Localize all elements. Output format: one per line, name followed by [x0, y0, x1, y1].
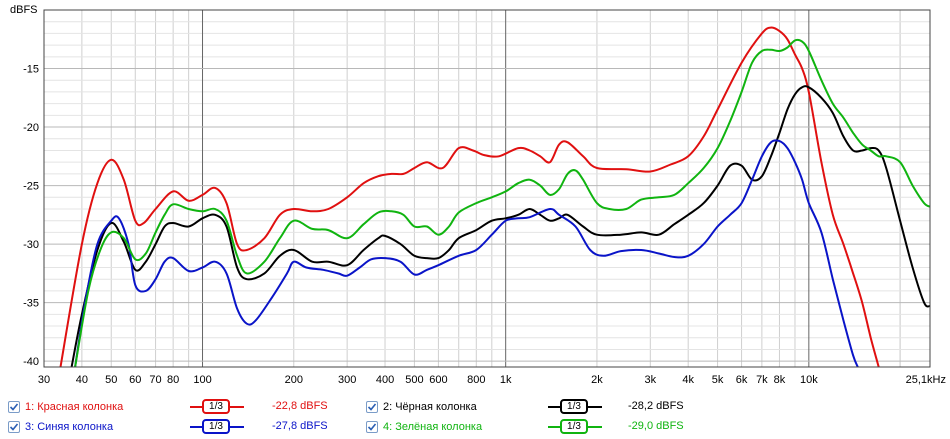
x-tick-label: 800	[467, 374, 485, 386]
x-tick-label: 30	[38, 374, 50, 386]
series-name: 2: Чёрная колонка	[383, 401, 477, 413]
grid-minor	[43, 10, 930, 367]
series-name: 3: Синяя колонка	[25, 421, 114, 433]
smoothing-control-red[interactable]: 1/3	[190, 397, 244, 417]
smoothing-control-green[interactable]: 1/3	[548, 417, 602, 437]
series-level: -29,0 dBFS	[628, 420, 684, 432]
series-level: -22,8 dBFS	[272, 400, 328, 412]
checkbox-checked-icon[interactable]	[8, 421, 20, 433]
x-tick-label: 500	[405, 374, 423, 386]
y-tick-labels: -15 -20 -25 -30 -35 -40	[23, 64, 39, 369]
y-tick-label: -30	[23, 239, 39, 251]
smoothing-label: 1/3	[560, 419, 588, 434]
legend-item-red[interactable]: 1: Красная колонка	[8, 397, 123, 417]
x-tick-label: 50	[105, 374, 117, 386]
series-line-4	[74, 38, 930, 367]
x-tick-label: 100	[193, 374, 211, 386]
plot-frame	[43, 9, 931, 368]
checkbox-checked-icon[interactable]	[8, 401, 20, 413]
x-tick-label: 200	[285, 374, 303, 386]
smoothing-label: 1/3	[202, 399, 230, 414]
series-name: 1: Красная колонка	[25, 401, 124, 413]
y-tick-label: -35	[23, 298, 39, 310]
x-tick-label: 25,1kHz	[906, 374, 946, 386]
x-tick-label: 3k	[645, 374, 657, 386]
y-tick-label: -25	[23, 181, 39, 193]
series-level: -28,2 dBFS	[628, 400, 684, 412]
grid-major	[44, 10, 930, 367]
x-tick-label: 600	[429, 374, 447, 386]
y-tick-label: -40	[23, 356, 39, 368]
x-tick-label: 6k	[736, 374, 748, 386]
legend: 1: Красная колонка 1/3 -22,8 dBFS 2: Чёр…	[0, 395, 950, 439]
x-tick-label: 2k	[591, 374, 603, 386]
x-tick-label: 80	[167, 374, 179, 386]
y-tick-label: -20	[23, 122, 39, 134]
x-tick-label: 1k	[500, 374, 512, 386]
series-layer	[59, 26, 930, 367]
series-line-1	[59, 26, 880, 367]
series-level: -27,8 dBFS	[272, 420, 328, 432]
x-tick-labels: 30 40 50 60 70 80 100 200 300 400 500 600 800 1k 2k 3k 4…	[38, 374, 946, 386]
legend-item-green[interactable]: 4: Зелёная колонка	[366, 417, 482, 437]
x-tick-label: 4k	[682, 374, 694, 386]
x-tick-label: 5k	[712, 374, 724, 386]
y-axis-label: dBFS	[10, 4, 38, 16]
legend-item-black[interactable]: 2: Чёрная колонка	[366, 397, 477, 417]
checkbox-checked-icon[interactable]	[366, 401, 378, 413]
series-line-3	[74, 139, 859, 367]
smoothing-label: 1/3	[202, 419, 230, 434]
series-name: 4: Зелёная колонка	[383, 421, 483, 433]
frequency-response-chart: -15 -20 -25 -30 -35 -40 30 40 50 60 70 80 100 200 300…	[10, 4, 946, 386]
x-tick-label: 400	[376, 374, 394, 386]
x-tick-label: 8k	[774, 374, 786, 386]
checkbox-checked-icon[interactable]	[366, 421, 378, 433]
smoothing-label: 1/3	[560, 399, 588, 414]
smoothing-control-black[interactable]: 1/3	[548, 397, 602, 417]
x-tick-label: 10k	[800, 374, 818, 386]
x-tick-label: 7k	[756, 374, 768, 386]
x-tick-label: 60	[129, 374, 141, 386]
x-tick-label: 40	[76, 374, 88, 386]
x-tick-label: 300	[338, 374, 356, 386]
legend-item-blue[interactable]: 3: Синяя колонка	[8, 417, 113, 437]
y-tick-label: -15	[23, 64, 39, 76]
x-tick-label: 70	[149, 374, 161, 386]
smoothing-control-blue[interactable]: 1/3	[190, 417, 244, 437]
series-line-2	[70, 85, 930, 367]
